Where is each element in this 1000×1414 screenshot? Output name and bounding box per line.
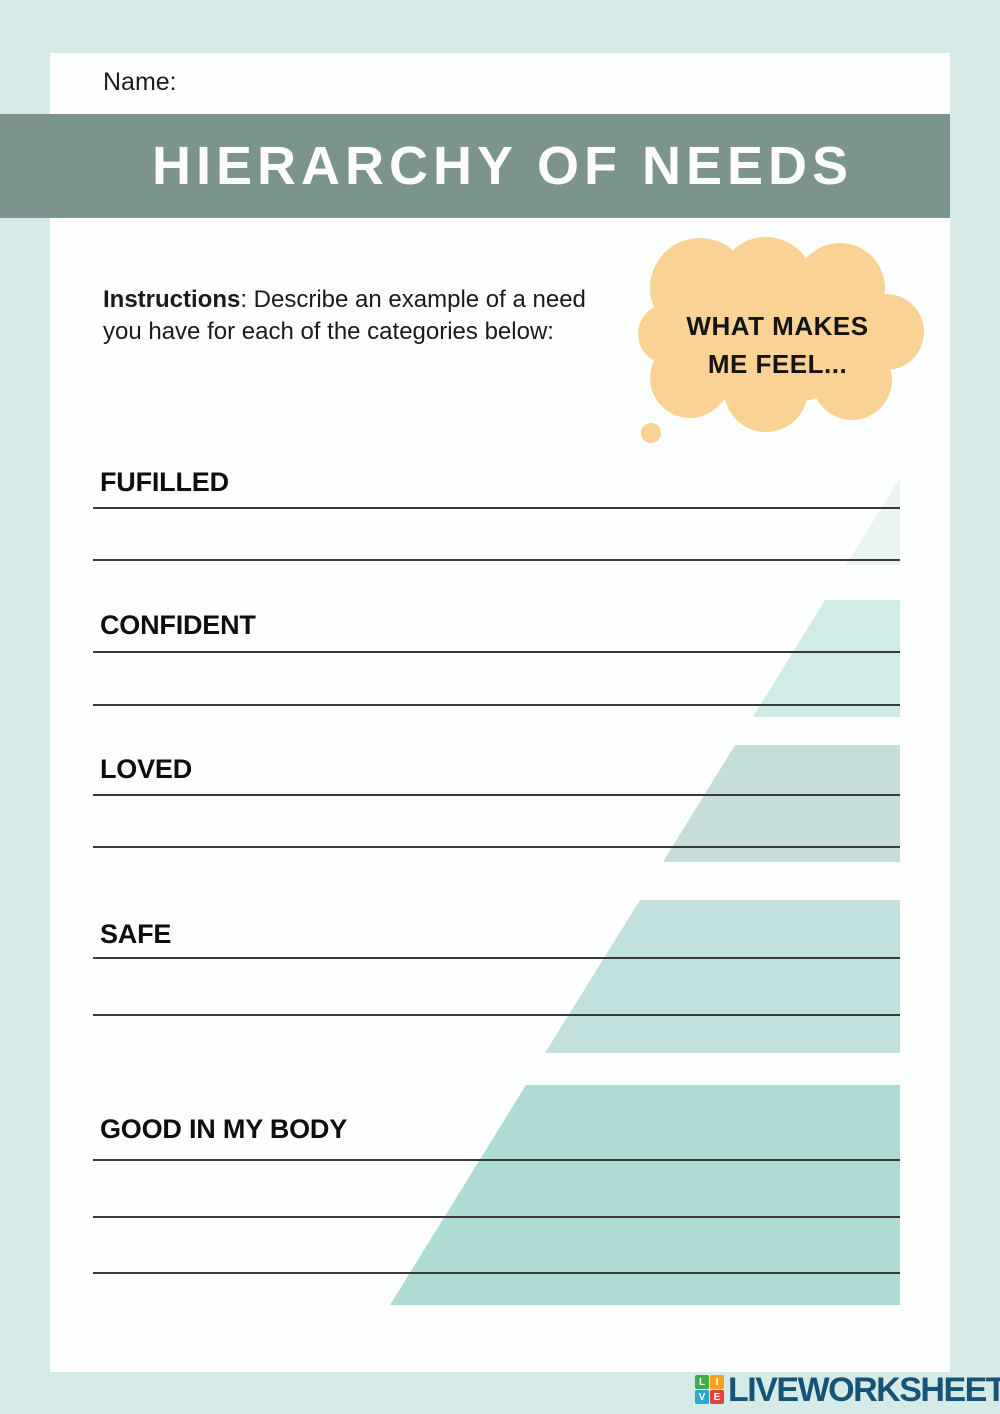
page-title: HIERARCHY OF NEEDS	[151, 136, 854, 196]
instructions-text: Instructions: Describe an example of a n…	[103, 284, 618, 348]
answer-line[interactable]	[93, 957, 900, 959]
title-banner: HIERARCHY OF NEEDS	[0, 114, 950, 218]
liveworksheets-logo[interactable]: L I V E LIVEWORKSHEETS	[695, 1370, 1000, 1410]
answer-line[interactable]	[93, 651, 900, 653]
answer-line[interactable]	[93, 1159, 900, 1161]
answer-line[interactable]	[93, 1272, 900, 1274]
liveworksheets-grid-icon: L I V E	[695, 1375, 725, 1405]
section-label-loved: LOVED	[100, 754, 193, 784]
section-label-confident: CONFIDENT	[100, 610, 256, 640]
answer-line[interactable]	[93, 507, 900, 509]
worksheet-page	[50, 53, 950, 1372]
answer-line[interactable]	[93, 1216, 900, 1218]
answer-line[interactable]	[93, 1014, 900, 1016]
answer-line[interactable]	[93, 794, 900, 796]
brand-name: LIVEWORKSHEETS	[728, 1370, 1000, 1409]
thought-bubble-text: WHAT MAKES ME FEEL...	[630, 307, 925, 383]
bubble-line-2: ME FEEL...	[707, 349, 848, 379]
section-label-fufilled: FUFILLED	[100, 467, 229, 497]
answer-line[interactable]	[93, 704, 900, 706]
instructions-bold-word: Instructions	[103, 286, 241, 313]
answer-line[interactable]	[93, 559, 900, 561]
instructions-rest: : Describe an example of a need you have…	[103, 286, 586, 345]
bubble-line-1: WHAT MAKES	[686, 311, 869, 341]
section-label-good-in-my-body: GOOD IN MY BODY	[100, 1114, 348, 1144]
logo-square-i: I	[710, 1375, 724, 1389]
logo-square-l: L	[695, 1375, 709, 1389]
logo-square-e: E	[710, 1390, 724, 1404]
name-label: Name:	[103, 68, 177, 96]
section-label-safe: SAFE	[100, 919, 172, 949]
logo-square-v: V	[695, 1390, 709, 1404]
answer-line[interactable]	[93, 846, 900, 848]
